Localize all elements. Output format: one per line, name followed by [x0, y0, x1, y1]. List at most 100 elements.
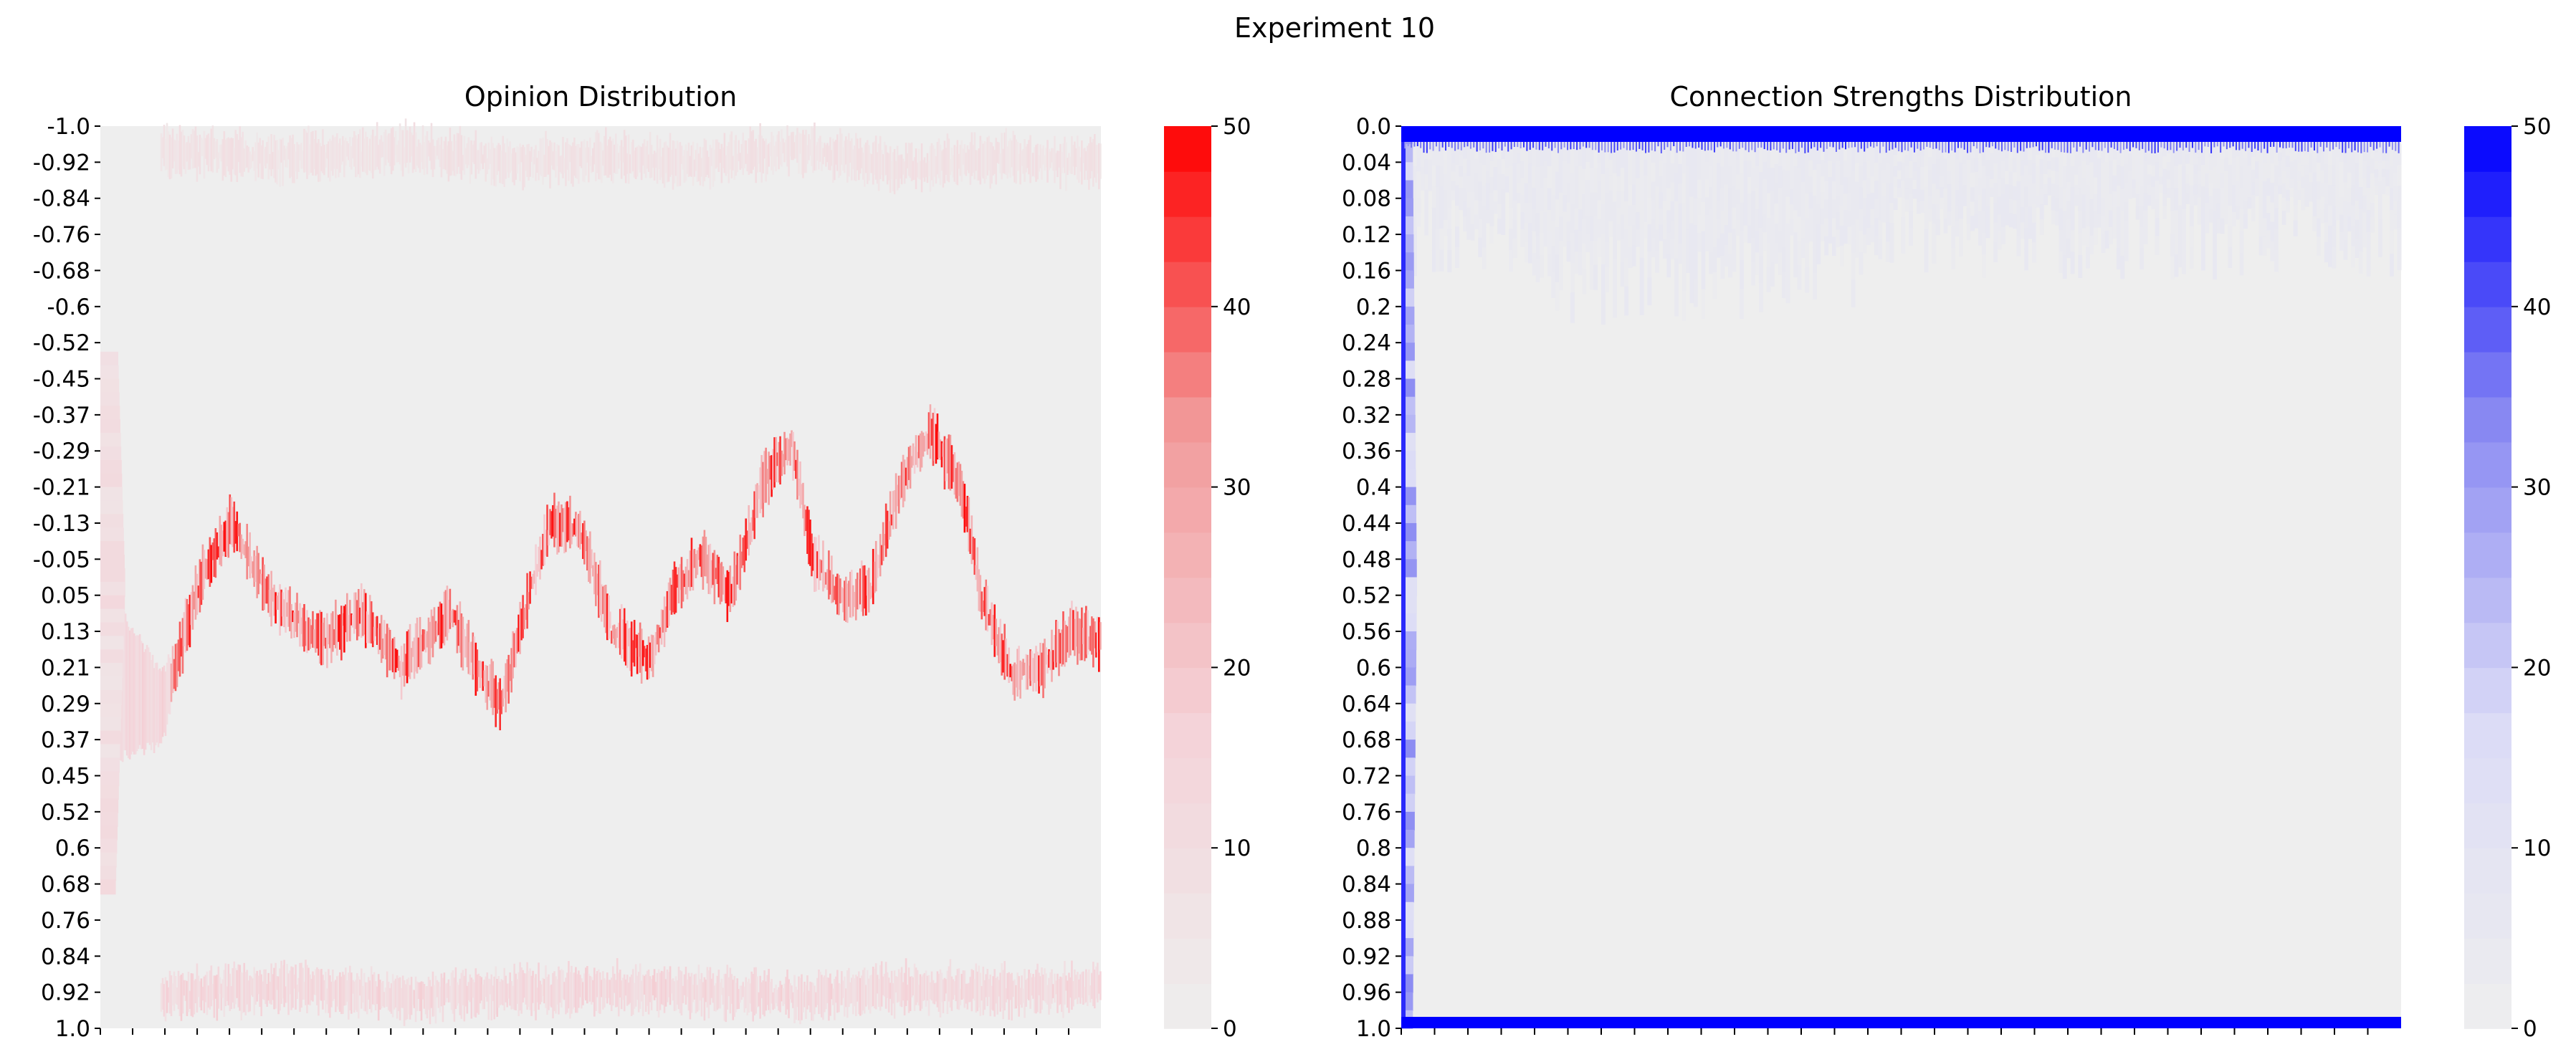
heatmap-cell — [433, 145, 436, 170]
heatmap-cell — [920, 431, 923, 468]
heatmap-cell — [170, 137, 173, 179]
heatmap-cell — [2158, 160, 2163, 169]
heatmap-cell — [226, 507, 229, 556]
heatmap-cell — [1716, 219, 1721, 239]
heatmap-cell — [2128, 171, 2132, 181]
heatmap-cell — [1545, 142, 1547, 147]
heatmap-cell — [791, 430, 793, 447]
heatmap-cell — [2357, 142, 2359, 153]
heatmap-cell — [1547, 209, 1552, 233]
heatmap-cell — [333, 137, 335, 169]
heatmap-cell — [1079, 618, 1082, 661]
heatmap-cell — [297, 977, 300, 992]
heatmap-cell — [639, 622, 641, 673]
heatmap-cell — [793, 441, 796, 472]
heatmap-cell — [2374, 152, 2379, 162]
heatmap-cell — [606, 593, 609, 641]
heatmap-cell — [2070, 209, 2075, 231]
heatmap-cell — [660, 609, 663, 645]
heatmap-cell — [873, 561, 876, 593]
heatmap-cell — [1878, 144, 1883, 164]
heatmap-cell — [893, 490, 896, 512]
heatmap-cell — [100, 771, 120, 787]
heatmap-cell — [906, 985, 909, 1001]
heatmap-cell — [1582, 193, 1587, 220]
heatmap-cell — [1035, 970, 1037, 1014]
heatmap-cell — [851, 149, 854, 170]
heatmap-cell — [1447, 186, 1452, 209]
heatmap-cell — [279, 968, 281, 1011]
heatmap-cell — [2216, 158, 2221, 175]
heatmap-cell — [986, 585, 989, 632]
heatmap-cell — [1532, 209, 1537, 232]
heatmap-cell — [1751, 238, 1756, 262]
y-tick-label: 0.2 — [1356, 295, 1391, 320]
heatmap-cell — [2324, 241, 2329, 263]
heatmap-cell — [2363, 142, 2365, 153]
heatmap-cell — [1078, 979, 1080, 998]
heatmap-cell — [1543, 161, 1548, 179]
heatmap-cell — [443, 972, 446, 1005]
heatmap-cell — [1826, 142, 1828, 149]
heatmap-cell — [733, 975, 736, 1017]
heatmap-cell — [703, 138, 706, 181]
heatmap-cell — [243, 544, 246, 555]
heatmap-cell — [424, 633, 427, 653]
heatmap-cell — [371, 974, 374, 1005]
heatmap-cell — [1523, 142, 1525, 148]
heatmap-cell — [1940, 144, 1945, 156]
heatmap-cell — [295, 151, 297, 172]
heatmap-cell — [573, 137, 576, 176]
y-tick-label: 0.52 — [1342, 583, 1391, 609]
heatmap-cell — [2020, 222, 2025, 239]
heatmap-cell — [306, 610, 308, 654]
heatmap-cell — [2201, 165, 2205, 187]
heatmap-cell — [832, 138, 834, 183]
heatmap-cell — [264, 969, 267, 1005]
heatmap-cell — [1945, 142, 1947, 153]
heatmap-cell — [649, 976, 652, 1003]
heatmap-cell — [378, 623, 381, 650]
heatmap-cell — [1995, 142, 1997, 149]
heatmap-cell — [1982, 232, 1987, 256]
heatmap-cell — [1755, 166, 1760, 188]
heatmap-cell — [805, 129, 807, 173]
heatmap-cell — [1041, 148, 1043, 180]
heatmap-cell — [528, 592, 530, 610]
heatmap-cell — [100, 798, 119, 813]
heatmap-cell — [717, 142, 720, 173]
heatmap-cell — [467, 620, 470, 674]
heatmap-cell — [322, 129, 324, 173]
heatmap-cell — [158, 668, 161, 744]
heatmap-cell — [161, 977, 164, 1010]
heatmap-cell — [1420, 142, 1422, 148]
heatmap-cell — [1558, 192, 1563, 218]
heatmap-cell — [710, 560, 713, 588]
heatmap-cell — [1773, 142, 1775, 150]
heatmap-cell — [2293, 220, 2298, 236]
heatmap-cell — [364, 982, 367, 1012]
heatmap-cell — [1728, 254, 1732, 278]
heatmap-cell — [2201, 249, 2205, 271]
heatmap-cell — [2120, 233, 2125, 257]
heatmap-cell — [2043, 164, 2048, 176]
heatmap-cell — [2174, 188, 2179, 211]
heatmap-cell — [563, 507, 566, 554]
heatmap-cell — [1095, 144, 1097, 183]
heatmap-cell — [313, 975, 315, 995]
heatmap-cell — [187, 135, 190, 170]
heatmap-cell — [703, 530, 706, 577]
heatmap-cell — [771, 132, 773, 171]
heatmap-cell — [387, 982, 390, 1010]
heatmap-cell — [2055, 184, 2059, 198]
heatmap-cell — [100, 852, 117, 868]
heatmap-cell — [374, 135, 377, 170]
heatmap-cell — [538, 150, 540, 181]
heatmap-cell — [988, 135, 991, 171]
heatmap-cell — [745, 518, 748, 561]
heatmap-cell — [409, 126, 411, 163]
heatmap-cell — [1052, 148, 1054, 171]
heatmap-cell — [912, 977, 915, 996]
heatmap-cell — [1543, 211, 1548, 230]
heatmap-cell — [1904, 144, 1909, 156]
